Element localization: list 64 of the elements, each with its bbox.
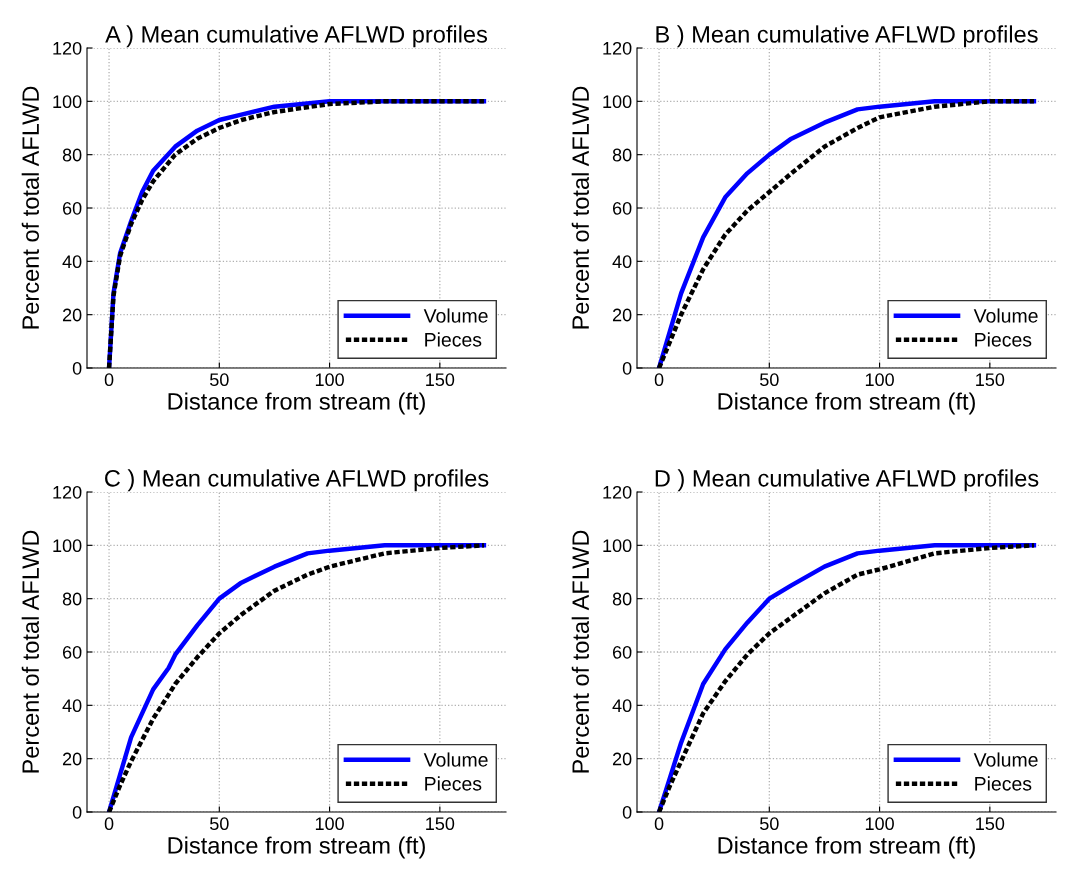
legend-label: Pieces — [425, 332, 482, 347]
y-tick-label: 100 — [53, 95, 82, 109]
y-tick-label: 40 — [612, 699, 632, 713]
y-tick-label: 80 — [62, 592, 82, 606]
y-tick-label: 60 — [612, 201, 632, 215]
y-tick-label: 20 — [612, 752, 632, 766]
y-tick-label: 120 — [603, 41, 632, 55]
x-tick-label: 50 — [210, 373, 229, 387]
y-tick-label: 120 — [603, 485, 632, 499]
x-tick-label: 150 — [976, 817, 1005, 831]
x-axis-title: Distance from stream (ft) — [168, 392, 425, 415]
y-tick-label: 0 — [72, 361, 82, 375]
chart-title: C ) Mean cumulative AFLWD profiles — [105, 469, 489, 492]
y-axis-title: Percent of total AFLWD — [21, 530, 40, 773]
legend-label: Pieces — [975, 776, 1032, 791]
y-axis-title: Percent of total AFLWD — [571, 86, 590, 329]
x-tick-label: 0 — [654, 817, 664, 831]
y-tick-label: 0 — [622, 361, 632, 375]
x-tick-label: 100 — [315, 373, 344, 387]
x-tick-label: 100 — [865, 373, 894, 387]
x-axis-title: Distance from stream (ft) — [718, 392, 975, 415]
chart-title: B ) Mean cumulative AFLWD profiles — [656, 25, 1038, 48]
y-tick-label: 40 — [62, 699, 82, 713]
y-tick-label: 60 — [62, 645, 82, 659]
x-axis-title: Distance from stream (ft) — [718, 836, 975, 859]
x-tick-label: 150 — [426, 817, 455, 831]
x-tick-label: 150 — [426, 373, 455, 387]
legend-label: Pieces — [425, 776, 482, 791]
y-axis-title: Percent of total AFLWD — [571, 530, 590, 773]
y-tick-label: 100 — [603, 95, 632, 109]
x-axis-title: Distance from stream (ft) — [168, 836, 425, 859]
y-tick-label: 20 — [612, 308, 632, 322]
y-tick-label: 120 — [53, 485, 82, 499]
x-tick-label: 0 — [654, 373, 664, 387]
chart-title: D ) Mean cumulative AFLWD profiles — [655, 469, 1039, 492]
y-tick-label: 40 — [62, 255, 82, 269]
y-tick-label: 40 — [612, 255, 632, 269]
y-tick-label: 60 — [612, 645, 632, 659]
y-tick-label: 80 — [612, 148, 632, 162]
y-tick-label: 20 — [62, 752, 82, 766]
y-tick-label: 100 — [603, 539, 632, 553]
legend-label: Volume — [973, 752, 1038, 767]
legend-label: Pieces — [975, 332, 1032, 347]
y-tick-label: 0 — [622, 805, 632, 819]
x-tick-label: 150 — [976, 373, 1005, 387]
chart-title: A ) Mean cumulative AFLWD profiles — [105, 25, 488, 48]
x-tick-label: 50 — [760, 817, 779, 831]
legend-label: Volume — [423, 308, 488, 323]
x-tick-label: 50 — [210, 817, 229, 831]
y-tick-label: 120 — [53, 41, 82, 55]
legend-label: Volume — [423, 752, 488, 767]
y-tick-label: 100 — [53, 539, 82, 553]
y-tick-label: 20 — [62, 308, 82, 322]
legend-label: Volume — [973, 308, 1038, 323]
x-tick-label: 100 — [315, 817, 344, 831]
x-tick-label: 0 — [104, 817, 114, 831]
x-tick-label: 50 — [760, 373, 779, 387]
x-tick-label: 100 — [865, 817, 894, 831]
y-tick-label: 0 — [72, 805, 82, 819]
y-axis-title: Percent of total AFLWD — [21, 86, 40, 329]
y-tick-label: 80 — [62, 148, 82, 162]
x-tick-label: 0 — [104, 373, 114, 387]
y-tick-label: 80 — [612, 592, 632, 606]
y-tick-label: 60 — [62, 201, 82, 215]
